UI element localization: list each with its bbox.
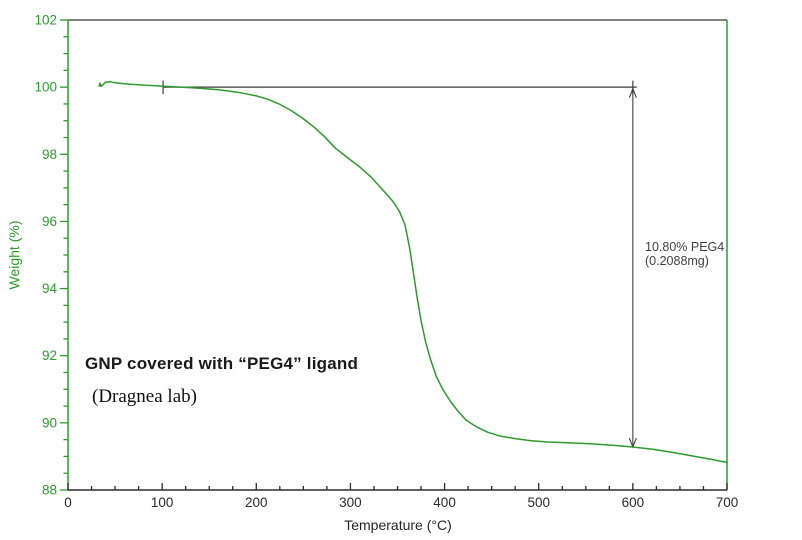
- y-tick-label: 96: [42, 214, 57, 229]
- y-tick-label: 94: [42, 281, 58, 296]
- y-tick-label: 102: [34, 13, 57, 28]
- x-axis-title: Temperature (°C): [344, 517, 452, 533]
- x-tick-label: 100: [151, 495, 174, 510]
- arrow-head-up-icon: [628, 87, 637, 98]
- x-tick-label: 400: [433, 495, 456, 510]
- x-tick-label: 0: [64, 495, 72, 510]
- x-tick-label: 500: [527, 495, 550, 510]
- y-tick-label: 90: [42, 415, 57, 430]
- y-tick-label: 92: [42, 348, 57, 363]
- y-tick-label: 88: [42, 483, 57, 498]
- x-tick-label: 300: [339, 495, 362, 510]
- sample-title: GNP covered with “PEG4” ligand: [85, 354, 359, 373]
- y-tick-label: 98: [42, 147, 57, 162]
- x-tick-label: 700: [716, 495, 739, 510]
- measurement-label-line2: (0.2088mg): [645, 254, 709, 268]
- x-tick-label: 200: [245, 495, 268, 510]
- sample-subtitle: (Dragnea lab): [92, 386, 197, 407]
- tga-curve: [98, 81, 728, 464]
- measurement-label: 10.80% PEG4 (0.2088mg): [645, 240, 724, 268]
- x-tick-label: 600: [622, 495, 645, 510]
- y-axis-title: Weight (%): [6, 220, 22, 290]
- measurement-label-line1: 10.80% PEG4: [645, 240, 725, 254]
- y-tick-label: 100: [34, 80, 57, 95]
